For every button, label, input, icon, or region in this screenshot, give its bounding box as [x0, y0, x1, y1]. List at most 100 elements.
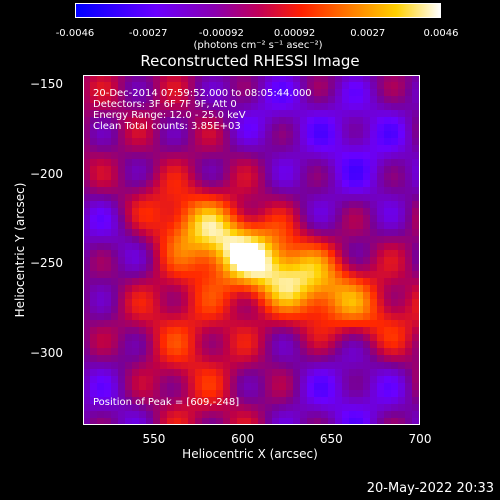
heatmap-cell	[118, 271, 125, 278]
heatmap-cell	[349, 362, 356, 369]
heatmap-cell	[356, 397, 363, 404]
heatmap-cell	[314, 313, 321, 320]
heatmap-cell	[118, 404, 125, 411]
heatmap-cell	[160, 75, 167, 82]
heatmap-cell	[314, 369, 321, 376]
heatmap-cell	[314, 152, 321, 159]
heatmap-cell	[153, 75, 160, 82]
heatmap-cell	[356, 173, 363, 180]
heatmap-cell	[83, 82, 90, 89]
heatmap-cell	[258, 313, 265, 320]
heatmap-cell	[377, 152, 384, 159]
heatmap-cell	[391, 404, 398, 411]
heatmap-cell	[412, 376, 419, 383]
heatmap-cell	[279, 404, 286, 411]
heatmap-cell	[335, 250, 342, 257]
heatmap-cell	[244, 89, 251, 96]
heatmap-cell	[132, 208, 139, 215]
heatmap-cell	[90, 215, 97, 222]
heatmap-cell	[293, 75, 300, 82]
heatmap-cell	[167, 411, 174, 418]
heatmap-cell	[349, 306, 356, 313]
heatmap-cell	[160, 292, 167, 299]
heatmap-cell	[321, 124, 328, 131]
heatmap-cell	[125, 173, 132, 180]
heatmap-cell	[419, 131, 420, 138]
heatmap-cell	[349, 152, 356, 159]
heatmap-cell	[230, 320, 237, 327]
heatmap-cell	[118, 131, 125, 138]
heatmap-cell	[111, 117, 118, 124]
heatmap-cell	[188, 397, 195, 404]
heatmap-cell	[265, 152, 272, 159]
heatmap-cell	[153, 341, 160, 348]
heatmap-cell	[83, 208, 90, 215]
heatmap-cell	[328, 75, 335, 82]
heatmap-cell	[398, 390, 405, 397]
heatmap-cell	[412, 159, 419, 166]
heatmap-cell	[195, 348, 202, 355]
heatmap-cell	[398, 306, 405, 313]
heatmap-cell	[83, 404, 90, 411]
heatmap-cell	[412, 271, 419, 278]
heatmap-cell	[230, 166, 237, 173]
heatmap-cell	[174, 306, 181, 313]
heatmap-cell	[118, 75, 125, 82]
heatmap-cell	[195, 369, 202, 376]
heatmap-cell	[97, 180, 104, 187]
heatmap-cell	[391, 124, 398, 131]
heatmap-cell	[356, 138, 363, 145]
heatmap-cell	[132, 236, 139, 243]
heatmap-cell	[167, 82, 174, 89]
heatmap-cell	[272, 75, 279, 82]
heatmap-cell	[209, 166, 216, 173]
heatmap-cell	[307, 124, 314, 131]
heatmap-cell	[174, 313, 181, 320]
heatmap-cell	[307, 411, 314, 418]
heatmap-cell	[223, 194, 230, 201]
heatmap-cell	[111, 292, 118, 299]
heatmap-cell	[370, 82, 377, 89]
heatmap-cell	[132, 362, 139, 369]
heatmap-cell	[244, 194, 251, 201]
heatmap-cell	[335, 166, 342, 173]
heatmap-cell	[356, 243, 363, 250]
heatmap-cell	[279, 264, 286, 271]
heatmap-cell	[342, 334, 349, 341]
heatmap-cell	[398, 159, 405, 166]
heatmap-cell	[111, 355, 118, 362]
heatmap-cell	[118, 327, 125, 334]
heatmap-cell	[216, 306, 223, 313]
heatmap-cell	[265, 306, 272, 313]
heatmap-cell	[216, 250, 223, 257]
heatmap-cell	[300, 362, 307, 369]
heatmap-cell	[272, 124, 279, 131]
heatmap-cell	[412, 341, 419, 348]
heatmap-cell	[230, 229, 237, 236]
heatmap-cell	[293, 222, 300, 229]
heatmap-cell	[398, 222, 405, 229]
heatmap-cell	[223, 348, 230, 355]
heatmap-cell	[174, 348, 181, 355]
heatmap-cell	[153, 404, 160, 411]
heatmap-cell	[405, 124, 412, 131]
heatmap-cell	[335, 96, 342, 103]
heatmap-cell	[412, 173, 419, 180]
heatmap-cell	[195, 264, 202, 271]
heatmap-cell	[377, 278, 384, 285]
heatmap-cell	[202, 390, 209, 397]
heatmap-cell	[188, 222, 195, 229]
heatmap-cell	[300, 82, 307, 89]
heatmap-cell	[342, 355, 349, 362]
heatmap-cell	[223, 131, 230, 138]
heatmap-cell	[209, 306, 216, 313]
heatmap-cell	[405, 320, 412, 327]
heatmap-cell	[258, 222, 265, 229]
heatmap-cell	[419, 187, 420, 194]
heatmap-cell	[174, 166, 181, 173]
heatmap-cell	[314, 257, 321, 264]
heatmap-cell	[209, 334, 216, 341]
heatmap-cell	[272, 264, 279, 271]
heatmap-cell	[258, 292, 265, 299]
heatmap-cell	[391, 243, 398, 250]
